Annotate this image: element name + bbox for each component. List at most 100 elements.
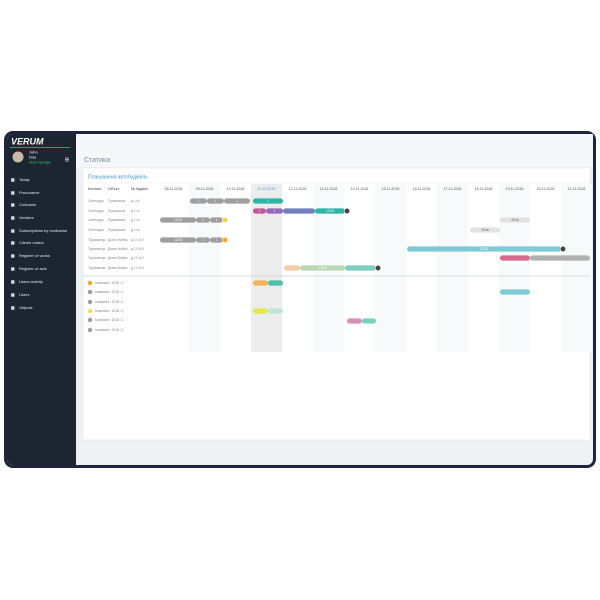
column-stripe bbox=[189, 184, 220, 352]
company-label: Компанія / 2018 / 1 bbox=[95, 290, 124, 294]
gantt-bar[interactable] bbox=[224, 198, 250, 204]
column-header: Об'єкт bbox=[108, 187, 119, 191]
gantt-end-marker bbox=[221, 236, 229, 244]
row-cell: д.1 к1 bbox=[131, 228, 140, 232]
menu-item[interactable]: Subscriptions by contractor bbox=[19, 228, 68, 233]
row-cell: Світлодар bbox=[88, 209, 104, 213]
menu-icon bbox=[11, 293, 15, 297]
gantt-bar[interactable] bbox=[190, 198, 207, 204]
menu-item[interactable]: Users activity bbox=[19, 279, 43, 284]
menu-icon bbox=[11, 254, 15, 258]
menu-item[interactable]: Users bbox=[19, 292, 29, 297]
gantt-bar[interactable] bbox=[266, 208, 283, 214]
gantt-bar[interactable] bbox=[347, 318, 362, 324]
gantt-bar-label: 1 bbox=[215, 199, 217, 203]
row-cell: Світлодар bbox=[88, 228, 104, 232]
menu-item[interactable]: Today bbox=[19, 177, 30, 182]
gantt-bar[interactable] bbox=[407, 246, 561, 252]
gantt-bar[interactable] bbox=[500, 255, 530, 261]
gantt-bar[interactable] bbox=[500, 289, 530, 295]
gantt-bar-label: 1 bbox=[259, 209, 261, 213]
date-header: 21.11.2018 bbox=[568, 187, 586, 191]
gantt-bar[interactable] bbox=[315, 208, 345, 214]
sidebar-edge bbox=[70, 134, 76, 465]
company-label: Компанія / 2018 / 1 bbox=[95, 281, 124, 285]
gantt-bar[interactable] bbox=[362, 318, 376, 324]
date-header: 12.11.2018 bbox=[289, 187, 307, 191]
row-cell: д.1 к1 bbox=[131, 199, 140, 203]
menu-item[interactable]: Contracts bbox=[19, 202, 36, 207]
date-header: 16.11.2018 bbox=[413, 187, 431, 191]
gantt-bar-label: 12/15 bbox=[319, 266, 327, 270]
company-dot bbox=[87, 308, 93, 314]
panel-title: Планування автобудівель bbox=[88, 174, 148, 180]
menu-icon bbox=[11, 280, 15, 284]
logo: VERUM bbox=[11, 136, 44, 146]
menu-icon bbox=[11, 203, 15, 207]
row-cell: д.17 к19 bbox=[131, 247, 144, 251]
menu-item[interactable]: Register of acts bbox=[19, 266, 47, 271]
menu-icon bbox=[11, 306, 15, 310]
menu-toggle[interactable] bbox=[65, 157, 69, 162]
gantt-bar-label: 25 кв bbox=[481, 228, 489, 232]
column-header: Контакт bbox=[88, 187, 102, 191]
gantt-bar[interactable] bbox=[253, 208, 266, 214]
gantt-bar[interactable] bbox=[196, 217, 210, 223]
company-dot bbox=[87, 289, 93, 295]
gantt-bar[interactable] bbox=[300, 265, 345, 271]
gantt-bar[interactable] bbox=[530, 255, 590, 261]
gantt-bar[interactable] bbox=[284, 265, 300, 271]
gantt-bar-label: 1 bbox=[202, 218, 204, 222]
gantt-bar[interactable] bbox=[345, 265, 376, 271]
gantt-bar[interactable] bbox=[268, 280, 283, 286]
gantt-bar[interactable] bbox=[283, 208, 315, 214]
row-cell: Пушкінська bbox=[108, 228, 126, 232]
row-cell: Трускавець bbox=[88, 247, 106, 251]
gantt-bar[interactable] bbox=[500, 217, 530, 223]
date-header: 20.11.2018 bbox=[537, 187, 555, 191]
row-cell: д.1 к1 bbox=[131, 218, 140, 222]
gantt-bar-label: 12/15 bbox=[326, 209, 334, 213]
gantt-bar[interactable] bbox=[268, 308, 283, 314]
gantt-bar[interactable] bbox=[207, 198, 224, 204]
row-cell: Довга Набер. bbox=[108, 256, 128, 260]
page-title: Статика bbox=[84, 157, 110, 164]
menu-item[interactable]: Clients orders bbox=[19, 240, 44, 245]
row-cell: д.17 к19 bbox=[131, 266, 144, 270]
row-cell: Пушкінська bbox=[108, 209, 126, 213]
gantt-bar[interactable] bbox=[210, 217, 223, 223]
column-stripe bbox=[499, 184, 530, 352]
menu-item[interactable]: Vendors bbox=[19, 215, 34, 220]
column-stripe bbox=[561, 184, 592, 352]
gantt-bar[interactable] bbox=[253, 308, 268, 314]
menu-item[interactable]: Procurance bbox=[19, 190, 40, 195]
row-cell: Трускавець bbox=[88, 238, 106, 242]
gantt-bar[interactable] bbox=[253, 280, 268, 286]
date-header: 19.11.2018 bbox=[506, 187, 524, 191]
menu-item[interactable]: Register of works bbox=[19, 253, 50, 258]
menu-icon bbox=[11, 191, 15, 195]
date-header: 11.11.2018 bbox=[258, 187, 275, 191]
gantt-bar-label: 1 bbox=[198, 199, 200, 203]
menu-item[interactable]: Objects bbox=[19, 305, 33, 310]
date-header: 17.11.2018 bbox=[444, 187, 462, 191]
user-role: Head manager bbox=[29, 160, 52, 164]
user-last-name: Doe bbox=[29, 155, 37, 160]
gantt-bar-label: 12/15 bbox=[174, 238, 182, 242]
date-header: 08.11.2018 bbox=[165, 187, 183, 191]
gantt-bar[interactable] bbox=[210, 237, 223, 243]
gantt-bar[interactable] bbox=[160, 237, 196, 243]
gantt-bar[interactable] bbox=[160, 217, 196, 223]
gantt-bar-label: 1 bbox=[202, 238, 204, 242]
gantt-bar[interactable] bbox=[253, 198, 283, 204]
row-cell: Довга Набер. bbox=[108, 247, 128, 251]
gantt-bar-label: 1 bbox=[236, 199, 238, 203]
gantt-bar[interactable] bbox=[470, 227, 500, 233]
date-header: 15.11.2018 bbox=[382, 187, 400, 191]
gantt-bar-label: 12/15 bbox=[480, 247, 488, 251]
row-cell: Світлодар bbox=[88, 218, 104, 222]
gantt-bar-label: 12/15 bbox=[174, 218, 182, 222]
gantt-bar[interactable] bbox=[196, 237, 210, 243]
